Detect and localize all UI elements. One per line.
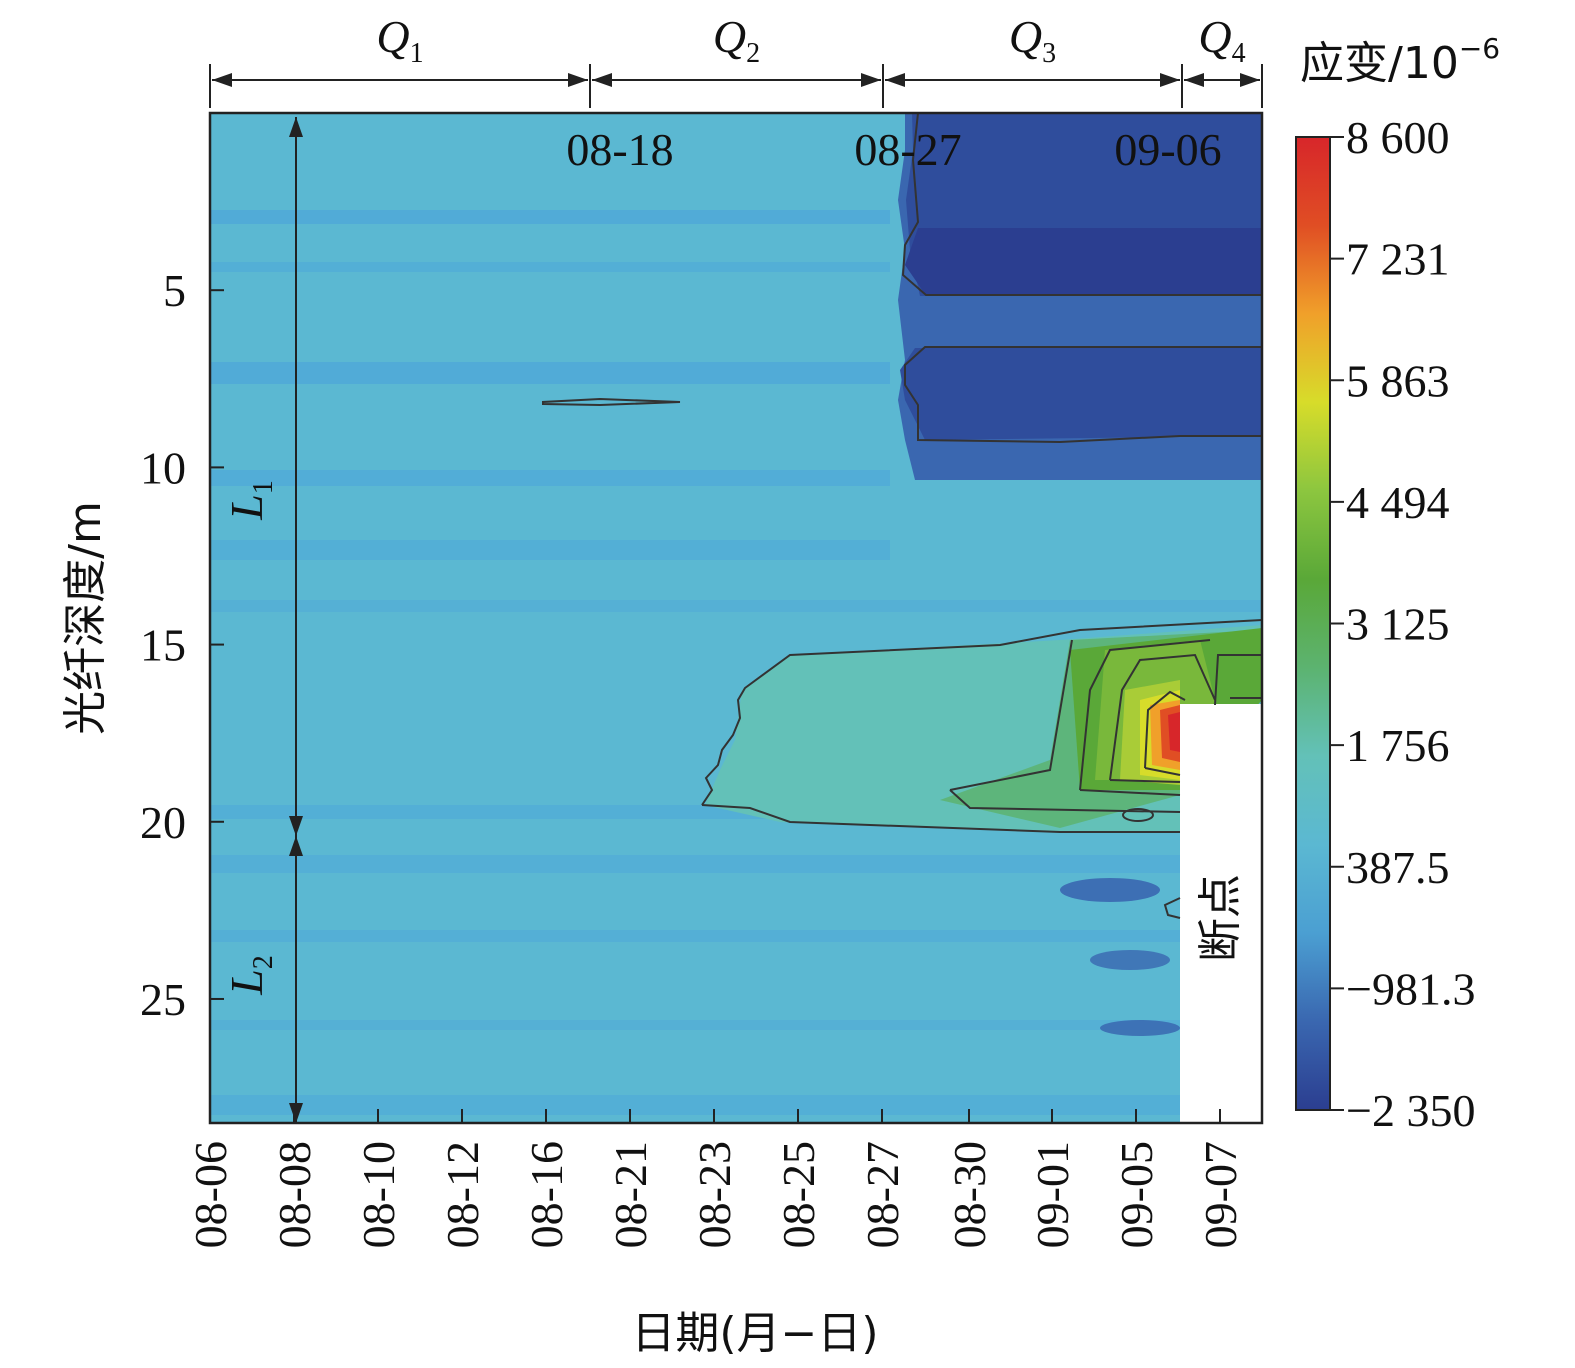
period-arrowhead [568, 73, 588, 87]
layer-arrowhead [289, 117, 303, 137]
colorbar-title-sup: −6 [1459, 32, 1500, 65]
top-date-label: 08-18 [566, 124, 673, 175]
x-tick-label: 08-30 [944, 1141, 995, 1248]
x-tick-label: 08-12 [437, 1141, 488, 1248]
period-label: Q4 [1198, 11, 1245, 69]
y-tick-label: 10 [140, 442, 186, 493]
x-axis: 08-06 08-08 08-10 08-12 08-16 08-21 08-23 08-25… [185, 1109, 1246, 1248]
colorbar-tick-label: 8 600 [1346, 112, 1450, 163]
layer-arrowhead [289, 1103, 303, 1123]
period-arrowhead [1240, 73, 1260, 87]
layer-label: L1 [221, 480, 279, 521]
layer-label-sub: 1 [248, 480, 279, 494]
x-tick-label: 08-21 [605, 1141, 656, 1248]
top-date-label: 09-06 [1114, 124, 1221, 175]
x-tick-label: 09-01 [1027, 1141, 1078, 1248]
x-tick-label: 08-25 [773, 1141, 824, 1248]
contour-lines [542, 113, 1262, 919]
period-arrowhead [1184, 73, 1204, 87]
period-label-sub: 4 [1232, 38, 1246, 69]
x-tick-label: 09-05 [1111, 1141, 1162, 1248]
x-tick-label: 09-07 [1195, 1141, 1246, 1248]
colorbar-title: 应变/10−6 [1300, 32, 1500, 89]
x-tick-label: 08-16 [521, 1141, 572, 1248]
top-date-label: 08-27 [854, 124, 961, 175]
contour-field [210, 113, 1262, 1123]
plot-frame [208, 111, 1264, 1125]
period-arrowhead [212, 73, 232, 87]
y-tick-label: 15 [140, 620, 186, 671]
colorbar-title-main: 应变/10 [1300, 38, 1459, 89]
colorbar-tick-label: 3 125 [1346, 599, 1450, 650]
period-arrowhead [592, 73, 612, 87]
layer-arrowhead [289, 835, 303, 856]
y-axis-title: 光纤深度/m [60, 501, 111, 735]
break-label: 断点 [1195, 874, 1246, 962]
layer-label-sub: 2 [248, 955, 279, 969]
period-arrows: Q1 Q2 Q3 Q4 [209, 11, 1263, 108]
x-axis-title: 日期(月−日) [631, 1308, 878, 1359]
colorbar [1295, 136, 1331, 1111]
colorbar-ticks: 8 600 7 231 5 863 4 494 3 125 1 756 387.5 −981.… [1330, 112, 1475, 1136]
colorbar-tick-label: −981.3 [1346, 963, 1475, 1014]
layer-arrowhead [289, 815, 303, 836]
y-tick-label: 25 [140, 974, 186, 1025]
y-tick-label: 20 [140, 797, 186, 848]
colorbar-tick-label: 1 756 [1346, 720, 1450, 771]
period-label: Q1 [376, 11, 423, 69]
colorbar-tick-label: 7 231 [1346, 234, 1450, 285]
colorbar-tick-label: 387.5 [1346, 842, 1450, 893]
colorbar-tick-label: 4 494 [1346, 477, 1450, 528]
x-tick-label: 08-10 [353, 1141, 404, 1248]
period-arrowhead [861, 73, 881, 87]
top-date-labels: 08-18 08-27 09-06 [566, 124, 1221, 175]
x-tick-label: 08-27 [857, 1141, 908, 1248]
period-arrowhead [1160, 73, 1180, 87]
y-axis: 5 10 15 20 25 [140, 265, 224, 1025]
y-tick-label: 5 [163, 265, 186, 316]
x-tick-label: 08-23 [689, 1141, 740, 1248]
period-label-sub: 3 [1042, 38, 1056, 69]
period-arrowhead [885, 73, 905, 87]
colorbar-tick-label: −2 350 [1346, 1085, 1475, 1136]
period-label: Q2 [713, 11, 760, 69]
period-label-sub: 2 [746, 38, 760, 69]
period-label-sub: 1 [410, 38, 424, 69]
period-label: Q3 [1009, 11, 1056, 69]
x-tick-label: 08-08 [269, 1141, 320, 1248]
x-tick-label: 08-06 [185, 1141, 236, 1248]
colorbar-tick-label: 5 863 [1346, 355, 1450, 406]
